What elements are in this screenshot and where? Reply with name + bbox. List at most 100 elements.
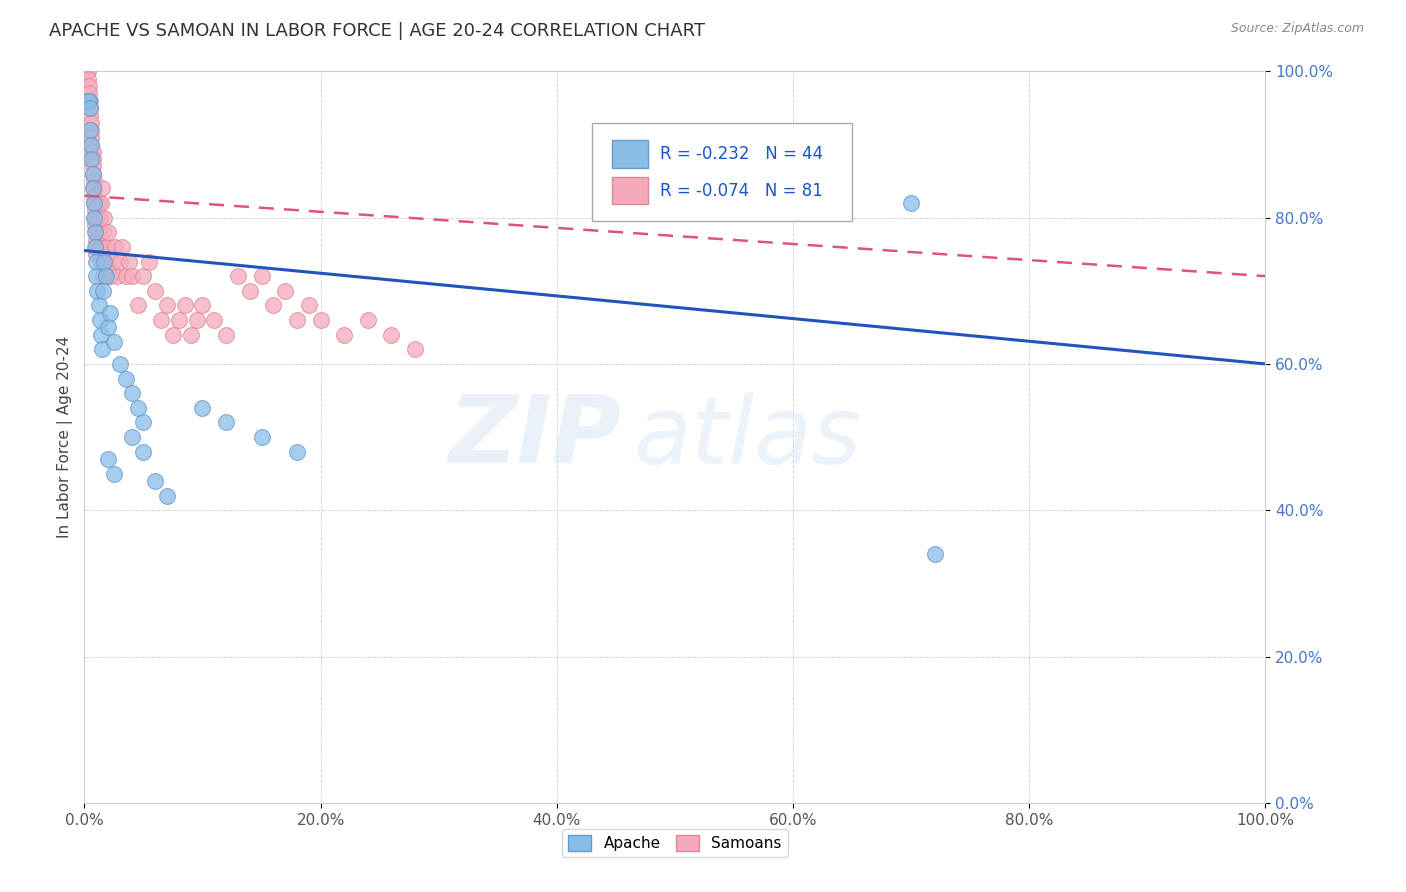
Point	[167, 313, 190, 327]
Point	[215, 416, 238, 430]
Point	[285, 313, 308, 327]
Point	[80, 123, 103, 137]
Point	[89, 211, 111, 225]
Point	[156, 489, 179, 503]
Point	[80, 152, 103, 166]
Point	[79, 101, 101, 115]
Point	[79, 108, 101, 122]
Point	[84, 240, 107, 254]
Point	[107, 269, 129, 284]
Point	[90, 327, 112, 342]
Point	[132, 444, 155, 458]
Point	[84, 218, 107, 232]
Point	[82, 160, 104, 174]
Point	[900, 196, 922, 211]
Point	[782, 196, 804, 211]
Point	[93, 211, 115, 225]
Point	[77, 64, 100, 78]
Point	[84, 240, 107, 254]
Point	[82, 152, 104, 166]
Point	[87, 225, 110, 239]
Point	[143, 284, 166, 298]
Point	[138, 254, 160, 268]
Point	[98, 306, 121, 320]
Point	[84, 254, 107, 268]
FancyBboxPatch shape	[612, 140, 648, 168]
Point	[274, 284, 297, 298]
Point	[173, 298, 195, 312]
Point	[79, 101, 101, 115]
Point	[96, 240, 118, 254]
Point	[91, 284, 114, 298]
Point	[86, 225, 108, 239]
Point	[98, 269, 121, 284]
Point	[91, 343, 114, 357]
Point	[298, 298, 321, 312]
Point	[77, 71, 100, 86]
Point	[156, 298, 179, 312]
Point	[79, 94, 101, 108]
Point	[83, 196, 105, 211]
Point	[82, 181, 104, 195]
Point	[215, 327, 238, 342]
Point	[121, 430, 143, 444]
Point	[143, 474, 166, 488]
Point	[89, 240, 111, 254]
Point	[97, 452, 120, 467]
FancyBboxPatch shape	[612, 177, 648, 204]
Point	[103, 467, 125, 481]
Text: R = -0.232   N = 44: R = -0.232 N = 44	[659, 145, 823, 163]
Point	[250, 430, 273, 444]
FancyBboxPatch shape	[592, 122, 852, 221]
Point	[77, 94, 100, 108]
Point	[77, 78, 100, 93]
Point	[127, 401, 149, 415]
Point	[108, 357, 131, 371]
Point	[180, 327, 202, 342]
Point	[90, 196, 112, 211]
Point	[77, 94, 100, 108]
Point	[132, 416, 155, 430]
Point	[97, 320, 120, 334]
Point	[91, 181, 114, 195]
Point	[84, 233, 107, 247]
Point	[84, 247, 107, 261]
Point	[262, 298, 284, 312]
Point	[121, 269, 143, 284]
Point	[90, 254, 112, 268]
Text: ZIP: ZIP	[449, 391, 621, 483]
Point	[82, 145, 104, 159]
Text: Source: ZipAtlas.com: Source: ZipAtlas.com	[1230, 22, 1364, 36]
Point	[91, 240, 114, 254]
Point	[111, 240, 134, 254]
Point	[77, 87, 100, 101]
Point	[380, 327, 402, 342]
Point	[104, 240, 127, 254]
Point	[226, 269, 249, 284]
Point	[91, 269, 114, 284]
Point	[83, 196, 105, 211]
Point	[309, 313, 332, 327]
Text: atlas: atlas	[634, 392, 862, 483]
Point	[239, 284, 262, 298]
Point	[86, 211, 108, 225]
Point	[86, 284, 108, 298]
Point	[186, 313, 208, 327]
Point	[806, 196, 828, 211]
Point	[118, 254, 141, 268]
Point	[84, 203, 107, 218]
Point	[132, 269, 155, 284]
Text: R = -0.074   N = 81: R = -0.074 N = 81	[659, 182, 823, 200]
Y-axis label: In Labor Force | Age 20-24: In Labor Force | Age 20-24	[58, 336, 73, 538]
Point	[83, 188, 105, 202]
Point	[108, 254, 131, 268]
Point	[84, 211, 107, 225]
Point	[84, 269, 107, 284]
Point	[333, 327, 356, 342]
Point	[202, 313, 225, 327]
Point	[82, 167, 104, 181]
Point	[76, 64, 98, 78]
Point	[103, 334, 125, 349]
Text: APACHE VS SAMOAN IN LABOR FORCE | AGE 20-24 CORRELATION CHART: APACHE VS SAMOAN IN LABOR FORCE | AGE 20…	[49, 22, 706, 40]
Point	[121, 386, 143, 401]
